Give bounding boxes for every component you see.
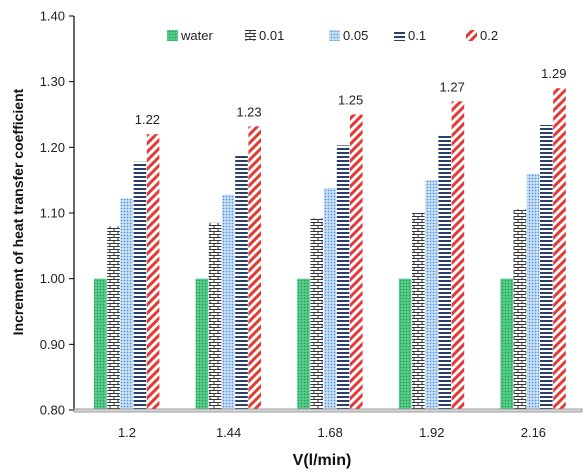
- bars: [94, 88, 566, 411]
- x-tick-label: 1.44: [216, 425, 241, 440]
- bar-0_2-1_44: [248, 126, 261, 410]
- bar-0_1-1_68: [336, 145, 350, 410]
- y-axis: 0.80 0.90 1.00 1.10 1.20 1.30 1.40: [40, 9, 75, 418]
- data-label: 1.22: [135, 112, 160, 127]
- bar-0_1-1_44: [235, 155, 248, 410]
- bar-0_1-2_16: [540, 125, 553, 411]
- bar-0_1-1_2: [133, 161, 147, 410]
- legend-swatch-water: [167, 30, 178, 41]
- bar-0_01-1_92: [412, 213, 425, 410]
- bar-water-1_92: [398, 278, 412, 410]
- data-label: 1.27: [440, 79, 465, 94]
- bar-0_01-1_2: [107, 226, 120, 410]
- legend-swatch-0_1: [394, 30, 405, 41]
- y-tick-label: 1.30: [40, 74, 65, 89]
- y-tick-label: 0.80: [40, 403, 65, 418]
- x-axis-line: [73, 408, 583, 413]
- bar-0_05-1_68: [323, 188, 337, 410]
- legend-swatch-0_01: [245, 30, 256, 41]
- data-labels: 1.22 1.23 1.25 1.27 1.29: [135, 66, 567, 127]
- bar-0_05-1_2: [120, 198, 133, 410]
- bar-water-2_16: [500, 278, 513, 410]
- legend-swatch-0_05: [329, 30, 340, 41]
- x-tick-label: 2.16: [521, 425, 546, 440]
- bar-0_1-1_92: [438, 135, 451, 410]
- data-label: 1.25: [338, 93, 363, 108]
- bar-0_2-1_92: [451, 101, 465, 410]
- bar-0_2-1_2: [146, 134, 160, 410]
- legend-label: 0.01: [259, 28, 284, 43]
- legend-label: 0.2: [480, 28, 498, 43]
- x-tick-label: 1.92: [419, 425, 444, 440]
- legend: water 0.01 0.05 0.1 0.2: [167, 28, 498, 43]
- bar-water-1_44: [195, 278, 209, 410]
- bar-water-1_68: [297, 278, 310, 410]
- bar-0_05-1_92: [425, 180, 438, 410]
- y-tick-label: 0.90: [40, 337, 65, 352]
- data-label: 1.29: [541, 66, 566, 81]
- y-tick-label: 1.10: [40, 206, 65, 221]
- y-tick-label: 1.20: [40, 140, 65, 155]
- bar-0_01-1_44: [208, 222, 222, 410]
- data-label: 1.23: [236, 104, 261, 119]
- legend-label: water: [180, 28, 213, 43]
- legend-label: 0.1: [408, 28, 426, 43]
- y-axis-title: Increment of heat transfer coefficient: [10, 88, 26, 335]
- x-tick-label: 1.68: [318, 425, 343, 440]
- bar-0_05-2_16: [526, 173, 540, 410]
- legend-swatch-0_2: [466, 30, 477, 41]
- x-axis-title: V(l/min): [293, 452, 352, 469]
- x-tick-label: 1.2: [118, 425, 136, 440]
- y-tick-label: 1.00: [40, 271, 65, 286]
- bar-water-1_2: [94, 278, 107, 410]
- bar-0_01-1_68: [310, 218, 323, 410]
- y-tick-label: 1.40: [40, 9, 65, 24]
- bar-0_01-2_16: [513, 209, 527, 410]
- bar-0_2-1_68: [350, 114, 363, 410]
- bar-0_2-2_16: [553, 88, 566, 410]
- legend-label: 0.05: [343, 28, 368, 43]
- bar-0_05-1_44: [222, 194, 235, 410]
- x-axis: 1.2 1.44 1.68 1.92 2.16: [73, 408, 583, 440]
